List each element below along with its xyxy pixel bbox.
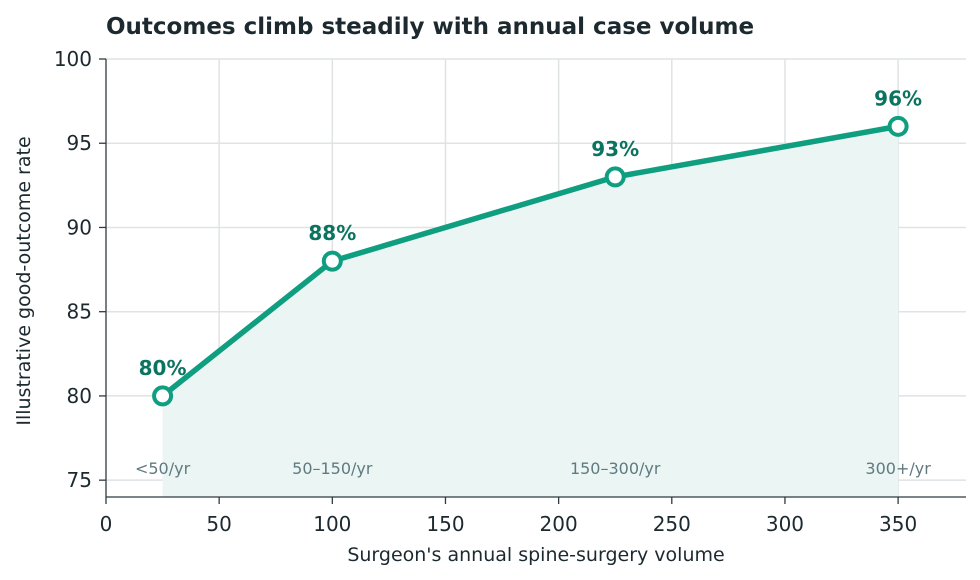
y-tick-label: 90: [67, 215, 92, 239]
x-tick-label: 50: [206, 512, 231, 536]
x-tick-label: 200: [540, 512, 578, 536]
x-tick-label: 350: [879, 512, 917, 536]
series-line: [159, 123, 901, 399]
data-points: [152, 115, 909, 407]
y-tick-label: 80: [67, 384, 92, 408]
data-label: 88%: [308, 221, 356, 245]
y-tick-label: 85: [67, 300, 92, 324]
data-label: 93%: [591, 137, 639, 161]
data-point: [321, 250, 343, 272]
x-axis-label: Surgeon's annual spine-surgery volume: [347, 544, 724, 566]
x-tick-label: 0: [100, 512, 113, 536]
x-tick-label: 250: [653, 512, 691, 536]
y-tick-label: 95: [67, 131, 92, 155]
volume-annotation: 300+/yr: [865, 459, 931, 478]
axes: [99, 58, 966, 504]
x-tick-label: 150: [426, 512, 464, 536]
data-labels: 80% 88% 93% 96%: [139, 86, 922, 380]
chart-title: Outcomes climb steadily with annual case…: [106, 14, 754, 40]
y-tick-label: 100: [54, 47, 92, 71]
y-axis-label: Illustrative good-outcome rate: [13, 136, 35, 425]
volume-annotation: <50/yr: [135, 459, 191, 478]
x-tick-label: 100: [313, 512, 351, 536]
volume-annotations: <50/yr 50–150/yr 150–300/yr 300+/yr: [135, 459, 931, 478]
data-label: 80%: [139, 356, 187, 380]
volume-annotation: 150–300/yr: [570, 459, 661, 478]
area-fill: [162, 126, 899, 497]
y-tick-label: 75: [67, 468, 92, 492]
data-point: [152, 385, 174, 407]
data-point: [887, 115, 909, 137]
data-point: [604, 166, 626, 188]
tick-labels: 0 50 100 150 200 250 300 350 75 80 85 90 95 100: [54, 47, 917, 536]
data-label: 96%: [874, 86, 922, 110]
volume-annotation: 50–150/yr: [292, 459, 373, 478]
x-tick-label: 300: [766, 512, 804, 536]
